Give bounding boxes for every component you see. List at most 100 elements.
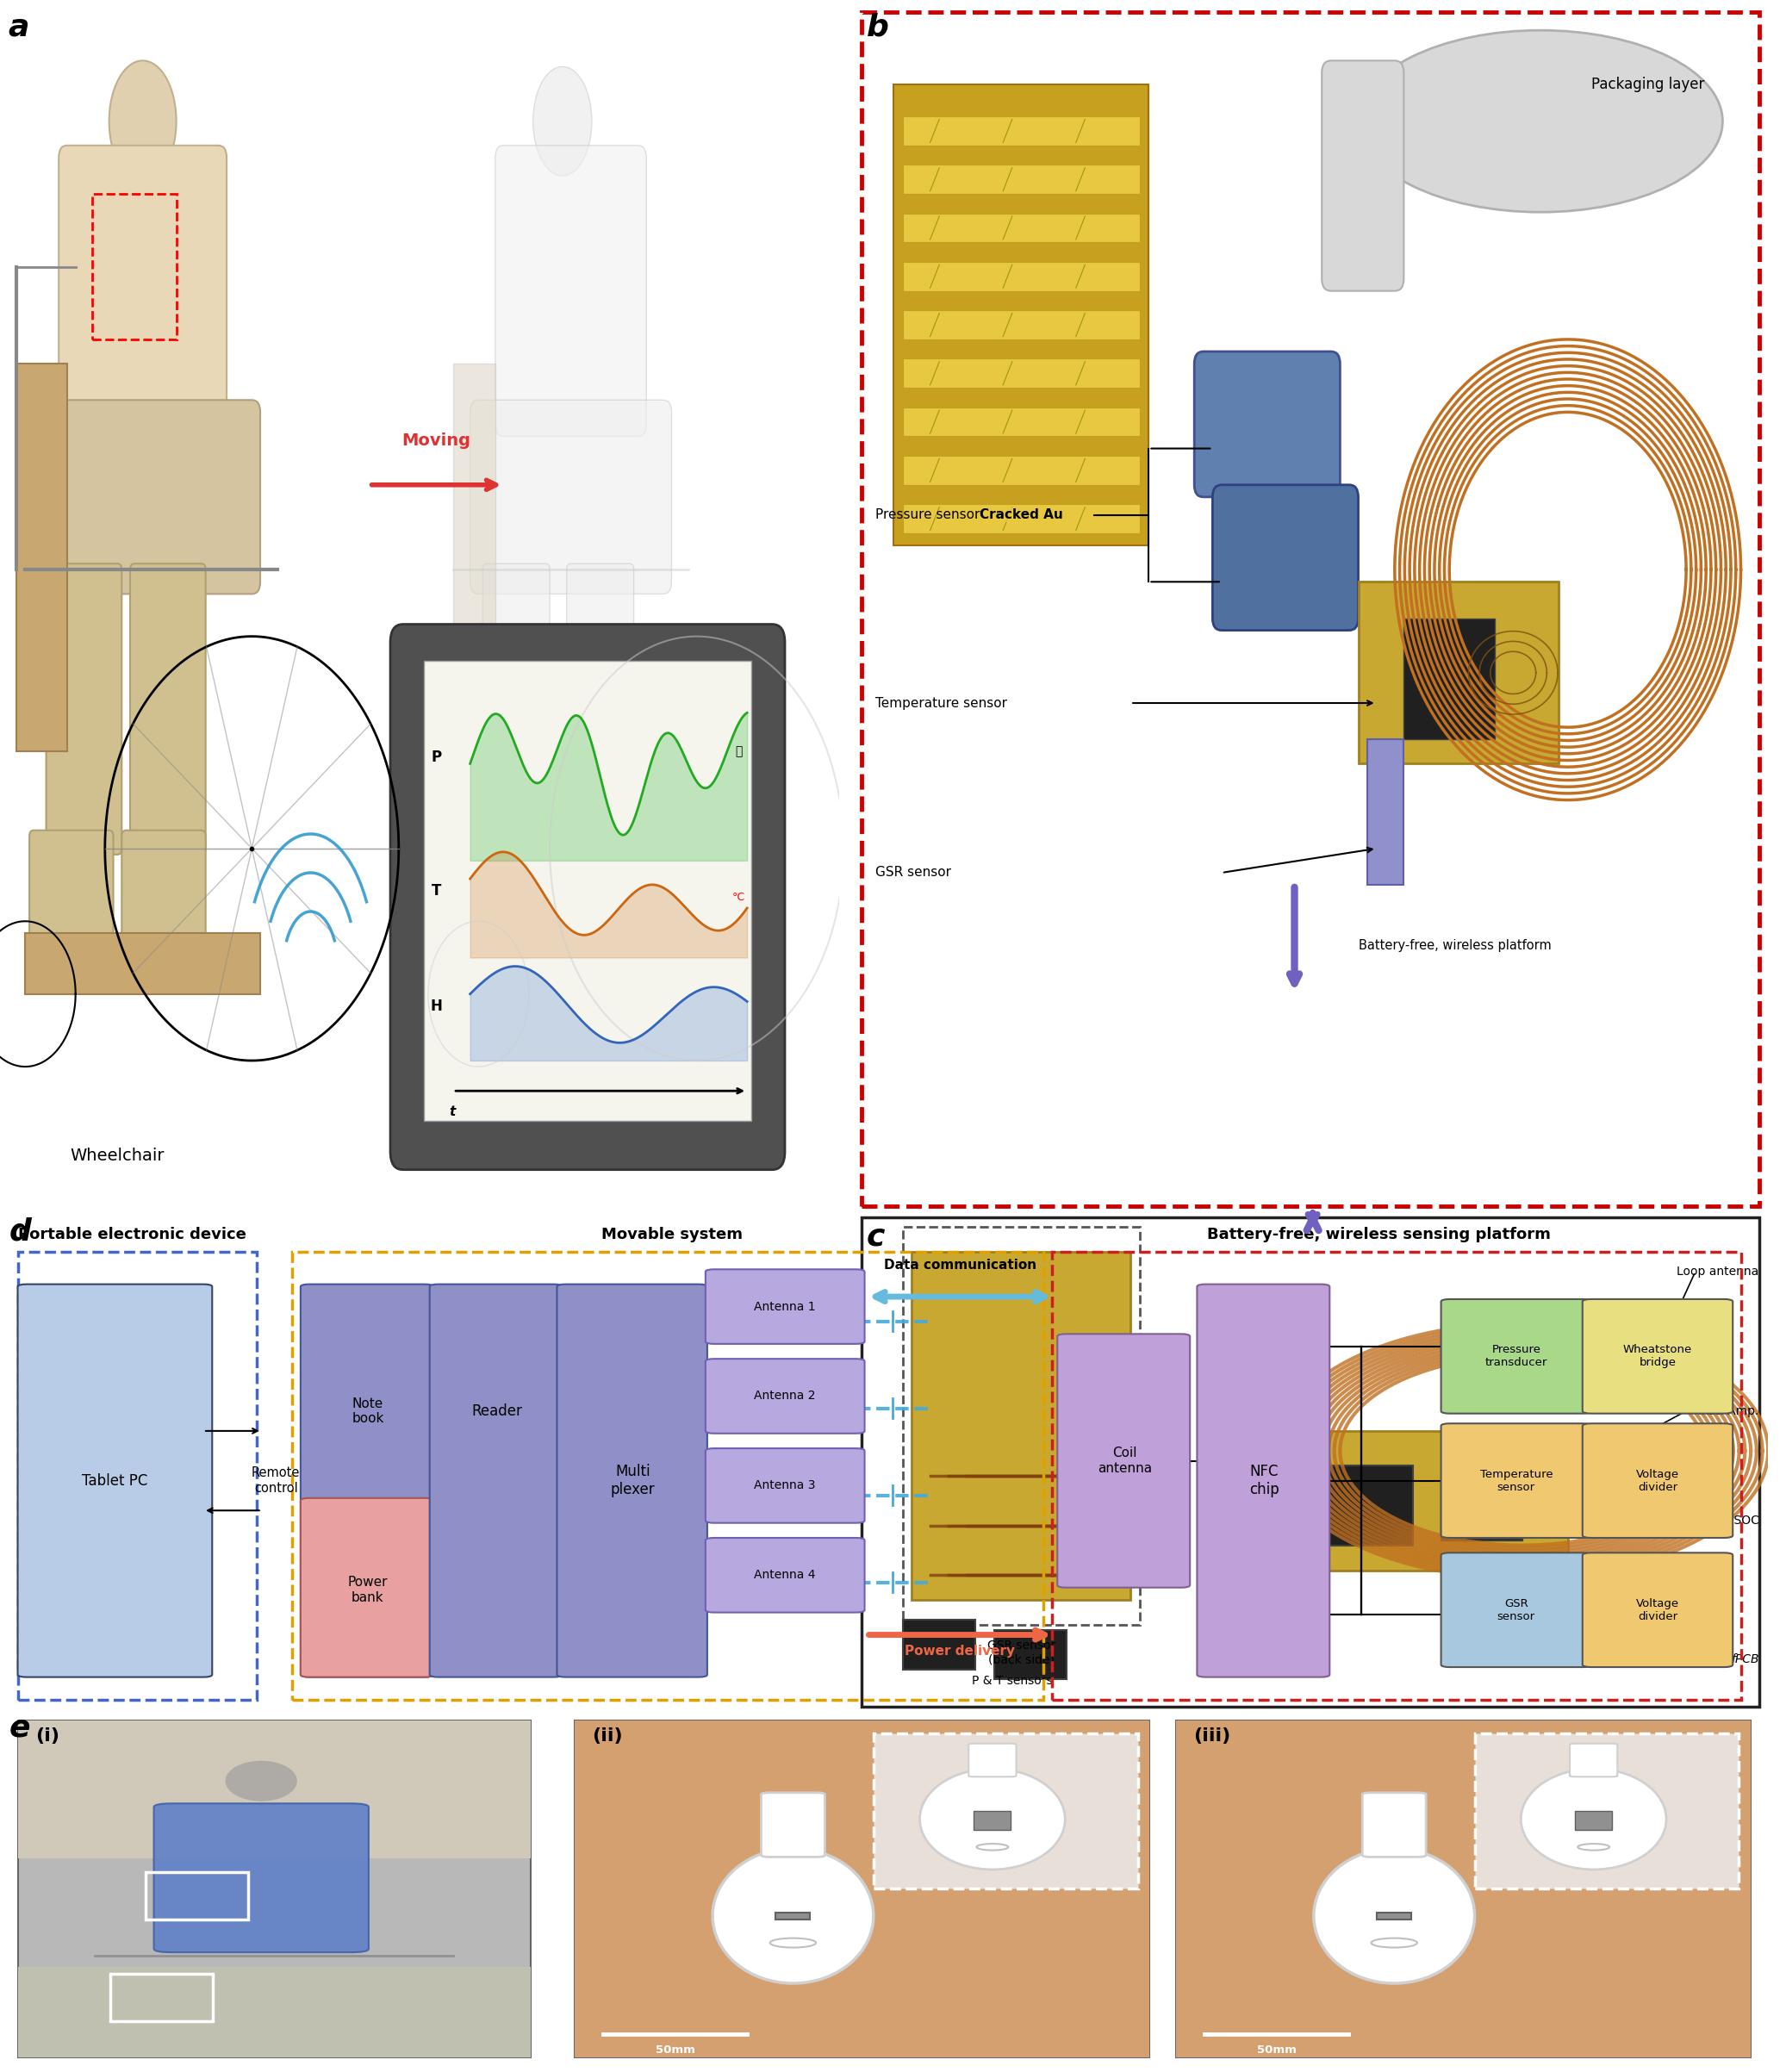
FancyBboxPatch shape (968, 1743, 1016, 1776)
FancyBboxPatch shape (470, 400, 672, 595)
Text: Tablet PC: Tablet PC (82, 1473, 148, 1488)
FancyBboxPatch shape (1582, 1552, 1732, 1668)
Text: Loop antenna: Loop antenna (1677, 1266, 1759, 1278)
Text: c: c (866, 1222, 884, 1251)
FancyBboxPatch shape (1582, 1299, 1732, 1413)
Text: Moving: Moving (402, 433, 472, 448)
Text: Reader: Reader (472, 1403, 522, 1419)
Bar (1377, 1912, 1411, 1919)
FancyBboxPatch shape (705, 1359, 864, 1434)
Text: Antenna 4: Antenna 4 (754, 1569, 816, 1581)
Ellipse shape (532, 66, 591, 176)
Text: Inst. Amp.: Inst. Amp. (1698, 1405, 1759, 1417)
FancyBboxPatch shape (300, 1285, 434, 1676)
Bar (993, 1631, 1066, 1680)
Bar (18, 1720, 530, 1859)
FancyBboxPatch shape (1057, 1334, 1189, 1587)
Text: Note
book: Note book (352, 1397, 384, 1426)
Text: Voltage
divider: Voltage divider (1636, 1469, 1679, 1492)
Bar (575, 1720, 1150, 2057)
Bar (1368, 740, 1404, 885)
FancyBboxPatch shape (430, 1285, 563, 1676)
FancyBboxPatch shape (130, 564, 205, 854)
Bar (1359, 582, 1559, 765)
Text: P: P (430, 750, 441, 765)
Text: Battery-free, wireless sensing platform: Battery-free, wireless sensing platform (1207, 1227, 1550, 1243)
FancyBboxPatch shape (1441, 1299, 1591, 1413)
Text: e: e (9, 1714, 30, 1743)
FancyBboxPatch shape (1582, 1423, 1732, 1537)
Ellipse shape (1357, 31, 1722, 211)
FancyBboxPatch shape (705, 1448, 864, 1523)
Bar (423, 661, 752, 1121)
FancyBboxPatch shape (495, 145, 647, 437)
Text: Pressure sensor: Pressure sensor (875, 510, 981, 522)
FancyBboxPatch shape (29, 831, 113, 951)
FancyBboxPatch shape (705, 1270, 864, 1345)
Text: Wheatstone
bridge: Wheatstone bridge (1623, 1345, 1691, 1368)
Text: Movable system: Movable system (602, 1227, 743, 1243)
Text: NFC SOC: NFC SOC (1706, 1515, 1759, 1527)
Text: Power delivery: Power delivery (906, 1645, 1014, 1658)
Ellipse shape (1314, 1848, 1475, 1983)
Text: GSR
sensor: GSR sensor (1497, 1598, 1536, 1622)
Bar (902, 166, 1139, 195)
Text: °C: °C (732, 891, 745, 903)
FancyBboxPatch shape (566, 564, 634, 854)
FancyBboxPatch shape (1570, 1743, 1618, 1776)
Text: Portable electronic device: Portable electronic device (18, 1227, 246, 1243)
Text: Remote
control: Remote control (252, 1467, 300, 1494)
Bar (18, 1966, 530, 2057)
Text: H: H (430, 999, 443, 1013)
Text: Temperature
sensor: Temperature sensor (1481, 1469, 1552, 1492)
Bar (18, 1251, 257, 1699)
Text: Antenna 1: Antenna 1 (754, 1301, 816, 1314)
Bar (1052, 1251, 1741, 1699)
Text: b: b (866, 12, 889, 41)
Text: (ii): (ii) (593, 1728, 623, 1745)
FancyBboxPatch shape (557, 1285, 707, 1676)
FancyBboxPatch shape (34, 400, 261, 595)
Text: Wheelchair: Wheelchair (70, 1148, 164, 1164)
Text: a: a (9, 12, 29, 41)
Ellipse shape (1522, 1769, 1666, 1869)
FancyBboxPatch shape (1441, 1423, 1591, 1537)
FancyBboxPatch shape (46, 564, 121, 854)
Bar (93, 195, 177, 340)
Text: Temperature sensor: Temperature sensor (875, 696, 1007, 709)
FancyBboxPatch shape (1322, 60, 1404, 290)
Bar (902, 1227, 1139, 1624)
Bar (902, 456, 1139, 485)
Text: Pressure
transducer: Pressure transducer (1484, 1345, 1547, 1368)
Bar (291, 1251, 1043, 1699)
Bar (1440, 1481, 1522, 1539)
FancyBboxPatch shape (1197, 1285, 1329, 1676)
Text: GSR sensor
(back side): GSR sensor (back side) (988, 1639, 1056, 1666)
Bar (902, 358, 1139, 387)
Ellipse shape (225, 1761, 296, 1801)
Bar (1575, 1811, 1613, 1830)
FancyBboxPatch shape (705, 1537, 864, 1612)
FancyBboxPatch shape (59, 145, 227, 437)
Bar (18, 1720, 530, 2057)
Bar (902, 408, 1139, 437)
Text: Antenna 2: Antenna 2 (754, 1390, 816, 1403)
FancyBboxPatch shape (300, 1498, 434, 1676)
Text: 🌡: 🌡 (736, 746, 743, 758)
Bar (16, 363, 68, 752)
Text: Packaging layer: Packaging layer (1591, 77, 1704, 93)
Text: fPCB: fPCB (1731, 1653, 1759, 1666)
Text: P & T sensors: P & T sensors (972, 1674, 1052, 1687)
Bar (454, 363, 495, 752)
Ellipse shape (109, 60, 177, 182)
Text: NFC
chip: NFC chip (1248, 1465, 1279, 1498)
Text: Cracked Au: Cracked Au (979, 508, 1063, 522)
Bar (873, 1734, 1138, 1890)
Text: T: T (432, 883, 441, 899)
Text: Multi
plexer: Multi plexer (611, 1465, 655, 1498)
Text: t: t (448, 1106, 455, 1119)
FancyBboxPatch shape (121, 831, 205, 951)
Bar (775, 1912, 811, 1919)
Bar (973, 1811, 1011, 1830)
Bar (902, 503, 1139, 533)
